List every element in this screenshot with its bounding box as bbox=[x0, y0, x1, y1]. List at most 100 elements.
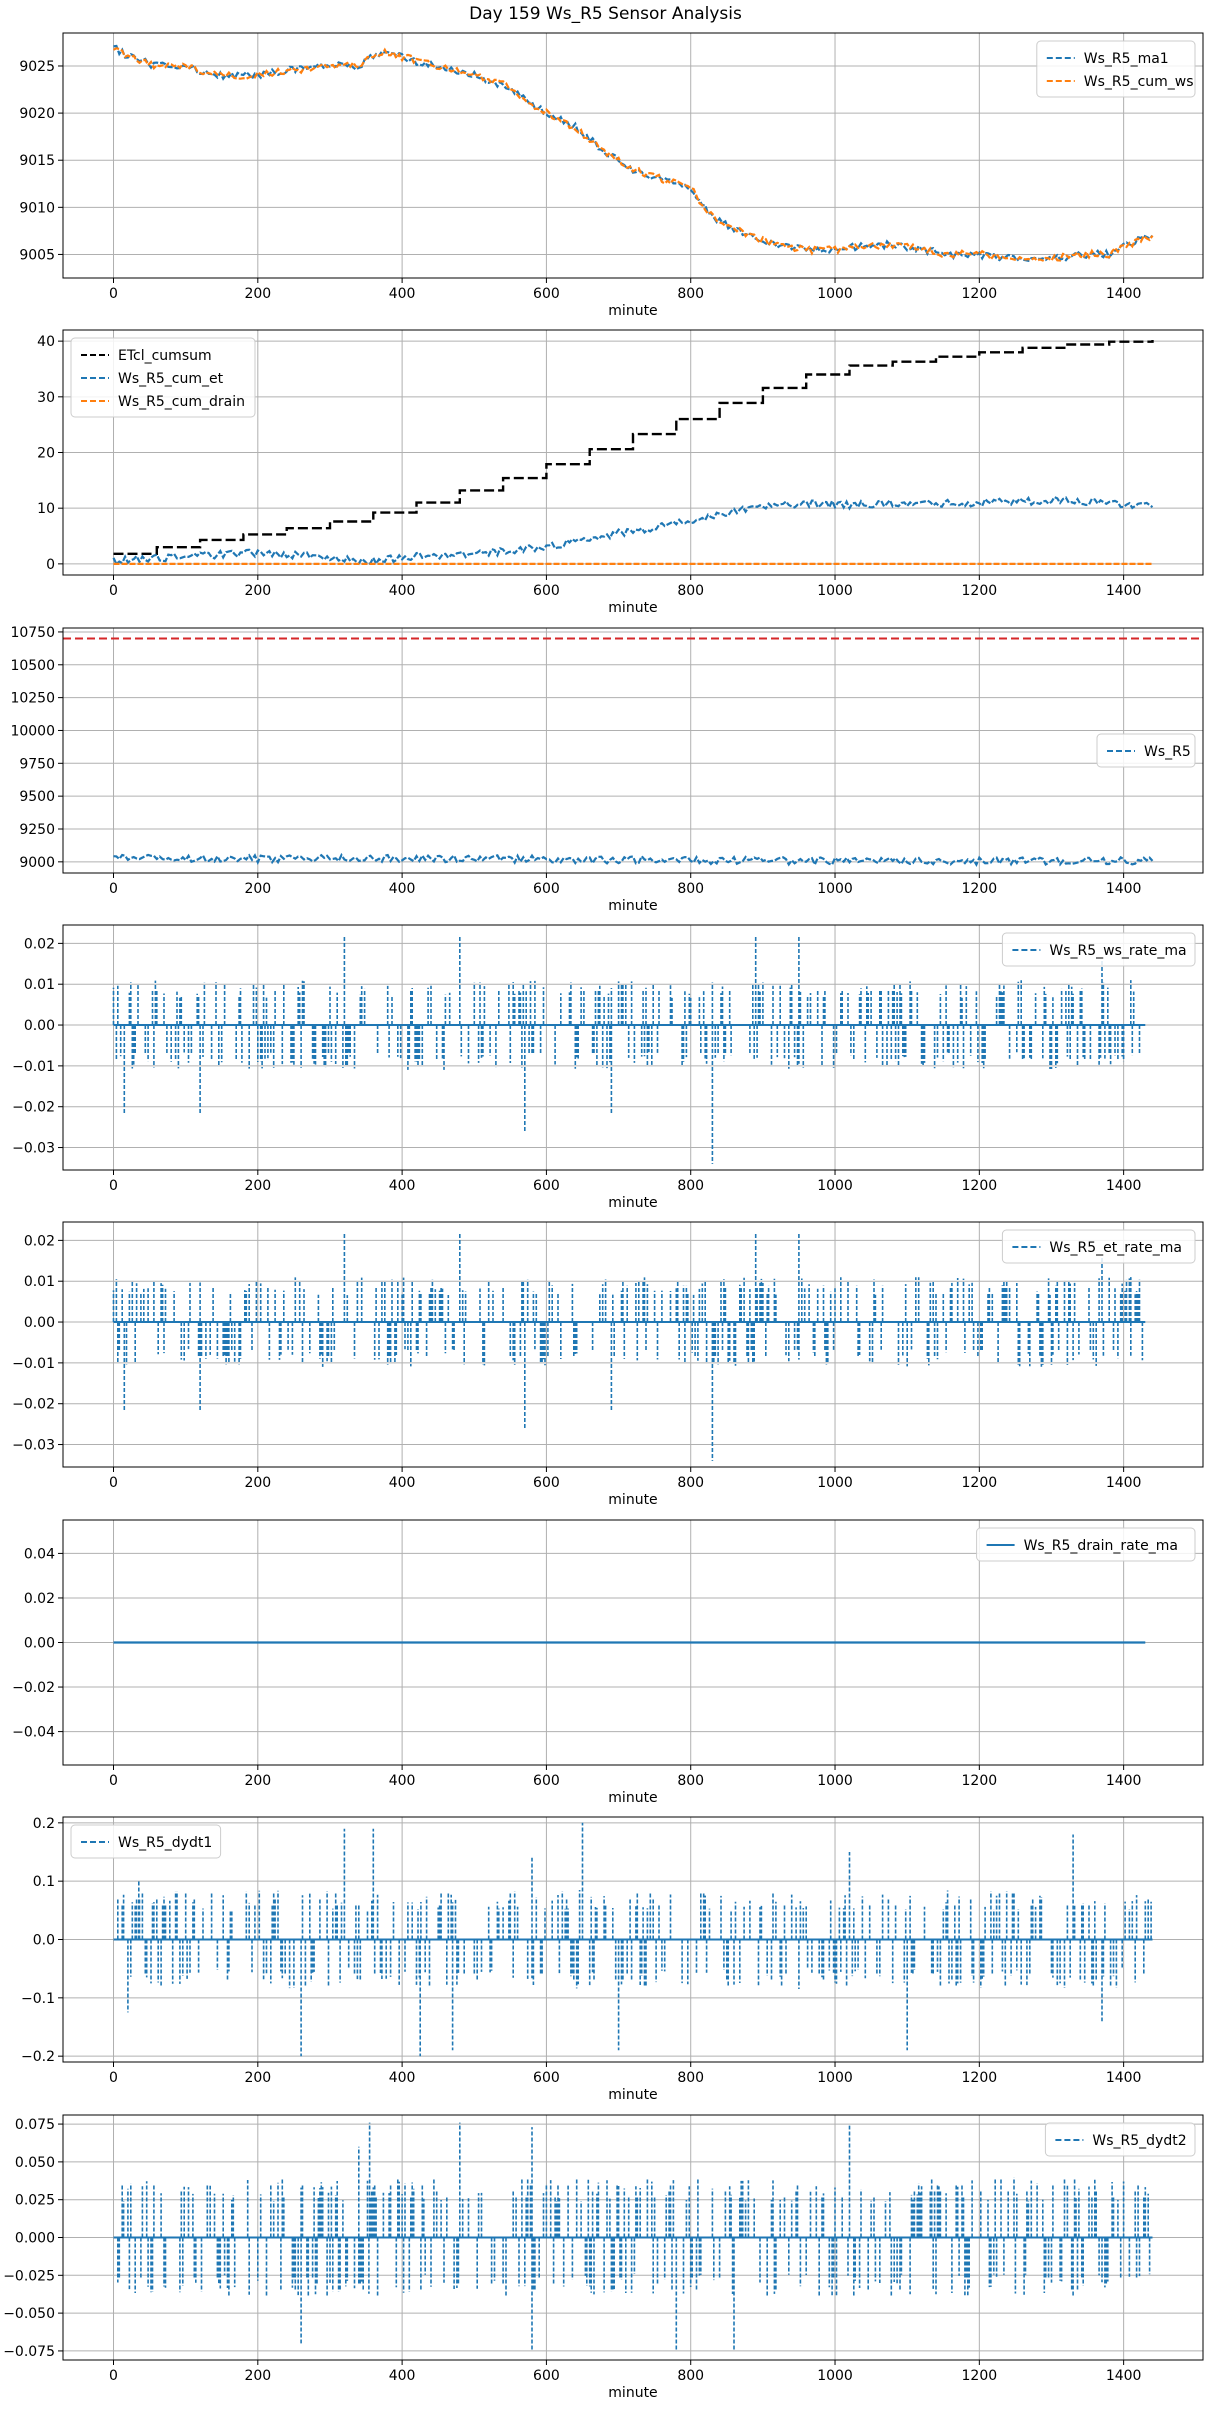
x-tick-label: 600 bbox=[533, 2070, 560, 2086]
y-tick-label: 0.075 bbox=[15, 2117, 55, 2133]
x-tick-label: 800 bbox=[677, 1475, 704, 1491]
x-tick-label: 200 bbox=[244, 1178, 271, 1194]
y-tick-label: 10500 bbox=[10, 658, 55, 674]
y-tick-label: 10750 bbox=[10, 625, 55, 641]
y-tick-label: 9750 bbox=[19, 756, 55, 772]
series-group bbox=[112, 44, 1154, 263]
x-tick-label: 0 bbox=[109, 1475, 118, 1491]
x-tick-label: 800 bbox=[677, 881, 704, 897]
x-tick-label: 1000 bbox=[817, 1475, 853, 1491]
axes-frame bbox=[62, 1221, 1204, 1468]
x-tick-label: 1400 bbox=[1106, 286, 1142, 302]
x-tick-label: 1000 bbox=[817, 2070, 853, 2086]
x-tick-label: 800 bbox=[677, 1178, 704, 1194]
legend: Ws_R5 bbox=[1096, 733, 1196, 768]
legend-label: Ws_R5_et_rate_ma bbox=[1049, 1240, 1182, 1256]
x-tick-label: 600 bbox=[533, 583, 560, 599]
x-tick-label: 1000 bbox=[817, 1773, 853, 1789]
x-tick-label: 800 bbox=[677, 583, 704, 599]
series-line-Ws_R5_cum_ws bbox=[112, 47, 1154, 263]
y-tick-label: −0.075 bbox=[3, 2344, 55, 2360]
y-tick-label: 0.025 bbox=[15, 2193, 55, 2209]
chart-4: 0 200 400 600 800 1000 1200 1400 −0.03 −0.02 −0.01… bbox=[12, 924, 1204, 1211]
series-line-Ws_R5 bbox=[113, 852, 1154, 868]
y-tick-label: 9250 bbox=[19, 822, 55, 838]
series-group bbox=[113, 852, 1154, 868]
x-tick-label: 600 bbox=[533, 1178, 560, 1194]
x-tick-label: 400 bbox=[389, 881, 416, 897]
series-line-ETcl_cumsum bbox=[113, 340, 1154, 555]
x-tick-label: 0 bbox=[109, 2070, 118, 2086]
x-axis-label: minute bbox=[608, 303, 657, 319]
x-tick-label: 1400 bbox=[1106, 1475, 1142, 1491]
x-tick-label: 0 bbox=[109, 1773, 118, 1789]
x-tick-label: 1200 bbox=[962, 286, 998, 302]
x-axis-label: minute bbox=[608, 1195, 657, 1211]
x-tick-label: 800 bbox=[677, 286, 704, 302]
legend: Ws_R5_et_rate_ma bbox=[1001, 1229, 1196, 1264]
x-axis-label: minute bbox=[608, 1790, 657, 1806]
y-tick-label: 0 bbox=[46, 557, 55, 573]
series-line-Ws_R5_dydt2 bbox=[117, 2122, 1151, 2351]
series-line-Ws_R5_et_rate_ma bbox=[112, 1232, 1144, 1461]
y-tick-label: 0.02 bbox=[24, 936, 55, 952]
x-axis-label: minute bbox=[608, 898, 657, 914]
chart-7: 0 200 400 600 800 1000 1200 1400 −0.2 −0.1 0.0 0.1 0… bbox=[21, 1816, 1204, 2103]
y-tick-label: 9015 bbox=[19, 153, 55, 169]
chart-2: 0 200 400 600 800 1000 1200 1400 0 10 20 30 40 minute… bbox=[37, 329, 1204, 616]
x-tick-label: 400 bbox=[389, 286, 416, 302]
x-tick-label: 400 bbox=[389, 1475, 416, 1491]
x-tick-label: 0 bbox=[109, 1178, 118, 1194]
y-tick-label: 9500 bbox=[19, 789, 55, 805]
legend-box bbox=[70, 1824, 222, 1859]
legend-label: Ws_R5_ws_rate_ma bbox=[1049, 943, 1186, 959]
y-tick-label: 0.02 bbox=[24, 1233, 55, 1249]
y-tick-label: 0.00 bbox=[24, 1018, 55, 1034]
legend: Ws_R5_dydt2 bbox=[1044, 2122, 1196, 2157]
x-axis-label: minute bbox=[608, 1492, 657, 1508]
y-tick-label: 40 bbox=[37, 334, 55, 350]
legend-label: Ws_R5_cum_drain bbox=[118, 394, 245, 410]
y-tick-label: 30 bbox=[37, 390, 55, 406]
legend: Ws_R5_ws_rate_ma bbox=[1001, 932, 1196, 967]
x-tick-label: 1000 bbox=[817, 2368, 853, 2384]
y-tick-label: 9020 bbox=[19, 106, 55, 122]
chart-8: 0 200 400 600 800 1000 1200 1400 −0.075 −0.050 −0.… bbox=[3, 2114, 1204, 2401]
y-tick-label: 0.00 bbox=[24, 1636, 55, 1652]
y-tick-label: −0.03 bbox=[12, 1141, 55, 1157]
x-tick-label: 1400 bbox=[1106, 881, 1142, 897]
x-axis-label: minute bbox=[608, 2087, 657, 2103]
x-tick-label: 600 bbox=[533, 1475, 560, 1491]
y-tick-label: −0.04 bbox=[12, 1725, 55, 1741]
y-tick-label: 10250 bbox=[10, 691, 55, 707]
y-tick-label: −0.050 bbox=[3, 2306, 55, 2322]
y-tick-label: 0.00 bbox=[24, 1315, 55, 1331]
x-tick-label: 200 bbox=[244, 2070, 271, 2086]
y-tick-label: 9025 bbox=[19, 59, 55, 75]
axes-frame bbox=[62, 627, 1204, 874]
x-tick-label: 0 bbox=[109, 583, 118, 599]
figure-title: Day 159 Ws_R5 Sensor Analysis bbox=[469, 4, 742, 24]
series-line-Ws_R5_ws_rate_ma bbox=[112, 935, 1141, 1164]
legend-box bbox=[70, 337, 256, 418]
legend: Ws_R5_ma1 Ws_R5_cum_ws bbox=[1036, 40, 1196, 98]
x-tick-label: 1400 bbox=[1106, 2368, 1142, 2384]
series-group bbox=[112, 1232, 1146, 1461]
legend-label: Ws_R5_dydt2 bbox=[1092, 2133, 1186, 2149]
y-tick-label: −0.02 bbox=[12, 1100, 55, 1116]
y-tick-label: −0.01 bbox=[12, 1356, 55, 1372]
y-tick-label: 0.01 bbox=[24, 1274, 55, 1290]
x-tick-label: 1200 bbox=[962, 2368, 998, 2384]
x-tick-label: 1200 bbox=[962, 1773, 998, 1789]
axes-frame bbox=[62, 924, 1204, 1171]
x-tick-label: 1000 bbox=[817, 1178, 853, 1194]
legend: Ws_R5_drain_rate_ma bbox=[976, 1527, 1196, 1562]
y-tick-label: 0.050 bbox=[15, 2155, 55, 2171]
legend-box bbox=[1044, 2122, 1196, 2157]
x-tick-label: 600 bbox=[533, 1773, 560, 1789]
x-tick-label: 1400 bbox=[1106, 1178, 1142, 1194]
legend-label: Ws_R5_dydt1 bbox=[118, 1835, 212, 1851]
legend-label: Ws_R5_cum_et bbox=[118, 371, 224, 387]
